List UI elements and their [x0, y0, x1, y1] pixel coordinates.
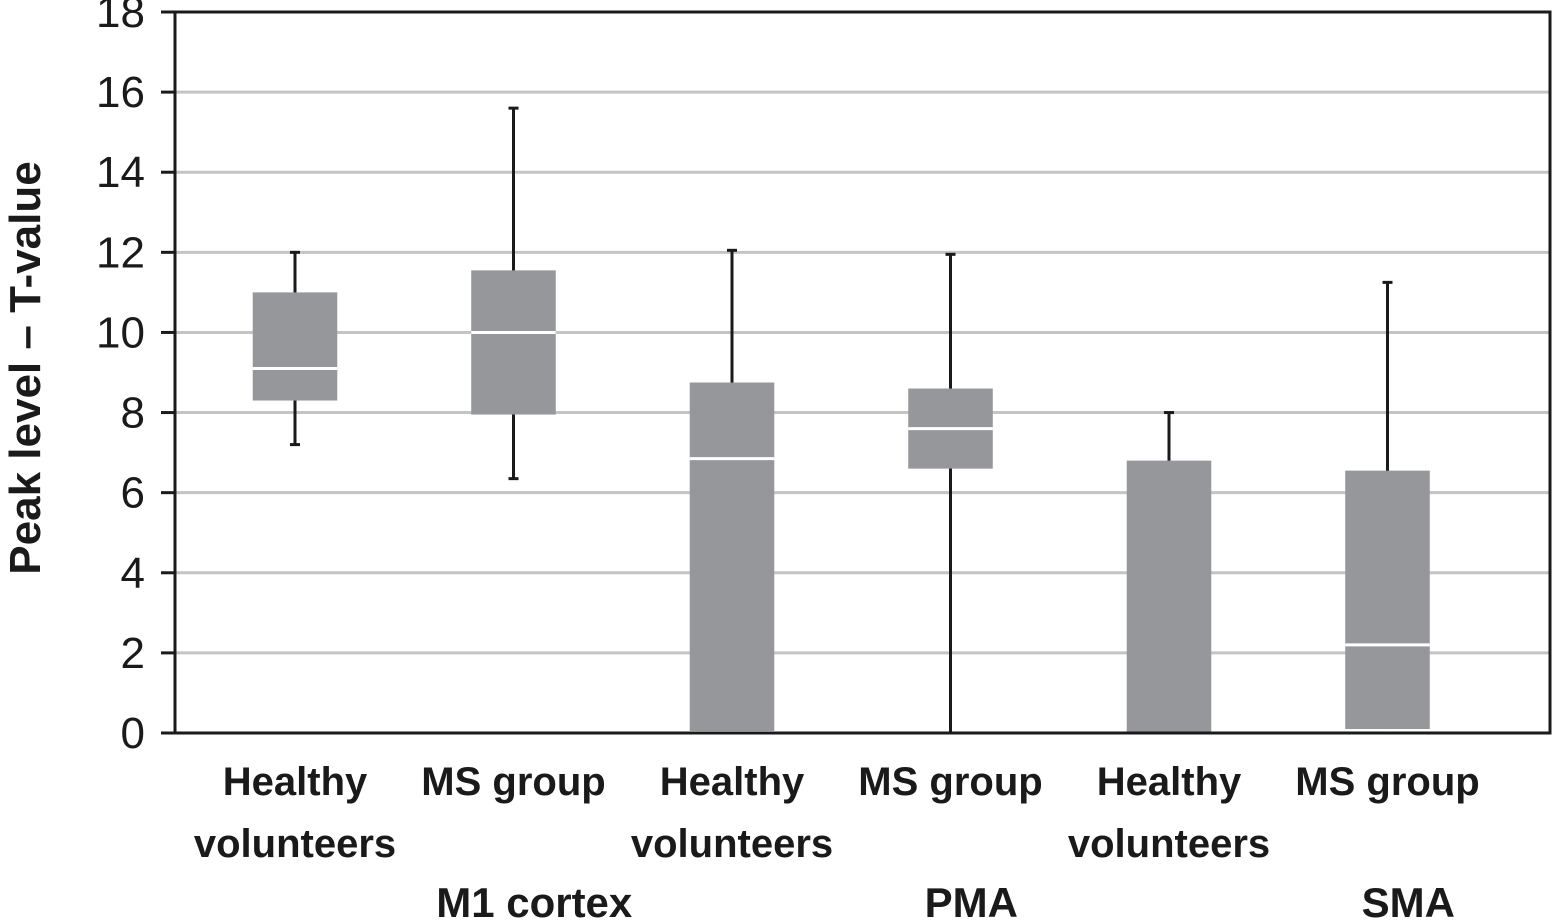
y-tick-label-14: 14 [96, 148, 145, 197]
category-label-g2-b0-0: Healthy [1097, 760, 1242, 804]
box-g0-b1 [471, 270, 556, 415]
boxes [252, 106, 1430, 733]
box-g1-b0 [689, 382, 775, 731]
y-tick-label-6: 6 [121, 469, 145, 518]
region-label-2: SMA [1362, 879, 1455, 923]
category-label-g0-b0-1: volunteers [194, 822, 396, 866]
y-tick-label-16: 16 [96, 68, 145, 117]
y-tick-label-0: 0 [121, 709, 145, 758]
category-label-g0-b1-0: MS group [421, 760, 605, 804]
y-tick-label-10: 10 [96, 308, 145, 357]
category-label-g0-b0-0: Healthy [223, 760, 368, 804]
category-label-g2-b1-0: MS group [1295, 760, 1479, 804]
y-tick-label-4: 4 [121, 549, 145, 598]
y-tick-label-2: 2 [121, 629, 145, 678]
region-label-0: M1 cortex [436, 879, 633, 923]
region-label-1: PMA [925, 879, 1018, 923]
category-label-g1-b0-0: Healthy [660, 760, 805, 804]
y-tick-label-8: 8 [121, 389, 145, 438]
category-label-g1-b1-0: MS group [858, 760, 1042, 804]
gridlines [175, 10, 1550, 655]
box-g2-b0 [1126, 460, 1212, 733]
labels: 0 2 4 6 8 10 12 14 16 18 Healthy volunteers MS group… [96, 0, 1480, 923]
y-tick-label-12: 12 [96, 228, 145, 277]
axes [161, 10, 1552, 735]
category-label-g2-b0-1: volunteers [1068, 822, 1270, 866]
box-g2-b1 [1345, 470, 1430, 729]
y-tick-label-18: 18 [96, 0, 145, 37]
box-g0-b0 [252, 292, 338, 401]
plot-frame [173, 10, 1552, 735]
category-label-g1-b0-1: volunteers [631, 822, 833, 866]
y-axis-title: Peak level – T-value [1, 161, 50, 574]
